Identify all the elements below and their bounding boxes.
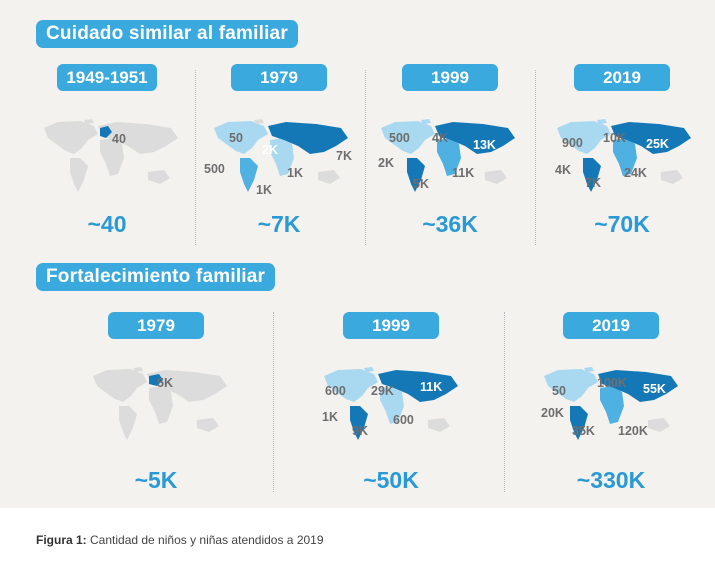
divider [365, 70, 366, 245]
map-label: 5K [157, 376, 173, 390]
divider [535, 70, 536, 245]
world-map-1979 [214, 119, 348, 192]
map-label: 2K [262, 143, 278, 157]
year-badge-1999: 1999 [343, 312, 439, 339]
map-label: 29K [371, 384, 394, 398]
world-map-2019 [557, 119, 691, 192]
map-label: 4K [432, 131, 448, 145]
world-map-1999-strengthening [324, 367, 458, 440]
map-label: 1K [322, 410, 338, 424]
year-badge-2019: 2019 [574, 64, 670, 91]
map-label: 4K [555, 163, 571, 177]
map-label: 35K [572, 424, 595, 438]
map-label: 20K [541, 406, 564, 420]
year-badge-2019: 2019 [563, 312, 659, 339]
total-value: ~70K [594, 211, 650, 237]
map-label: 50 [229, 131, 243, 145]
total-value: ~40 [87, 211, 127, 237]
total-value: ~330K [576, 467, 646, 493]
map-label: 500 [389, 131, 410, 145]
map-label: 600 [325, 384, 346, 398]
map-label: 9K [352, 424, 368, 438]
divider [195, 70, 196, 245]
infographic-panel: Cuidado similar al familiar 1949-1951 40… [0, 0, 715, 508]
map-label: 7K [336, 149, 352, 163]
section-title-family-strengthening: Fortalecimiento familiar [36, 263, 276, 291]
map-label: 50 [552, 384, 566, 398]
map-label: 25K [646, 137, 669, 151]
map-label: 13K [473, 138, 496, 152]
map-label: 55K [643, 382, 666, 396]
world-map-1979-strengthening [93, 367, 227, 440]
map-label: 24K [624, 166, 647, 180]
map-label: 100K [597, 376, 627, 390]
world-map-1949 [44, 119, 178, 192]
year-badge-1949-1951: 1949-1951 [57, 64, 157, 91]
caption-text: Cantidad de niños y niñas atendidos a 20… [86, 533, 324, 547]
figure-caption: Figura 1: Cantidad de niños y niñas aten… [36, 533, 324, 547]
total-value: ~7K [257, 211, 301, 237]
map-label: 1K [256, 183, 272, 197]
map-label: 900 [562, 136, 583, 150]
section-title-family-like-care: Cuidado similar al familiar [36, 20, 298, 48]
total-value: ~36K [422, 211, 478, 237]
divider [504, 312, 505, 492]
map-label: 7K [585, 176, 601, 190]
map-label: 1K [287, 166, 303, 180]
map-label: 11K [420, 380, 443, 394]
map-label: 10K [603, 131, 626, 145]
caption-label: Figura 1: [36, 533, 87, 547]
world-map-1999 [381, 119, 515, 192]
map-label: 5K [413, 177, 429, 191]
divider [273, 312, 274, 492]
year-badge-1979: 1979 [108, 312, 204, 339]
map-label: 40 [112, 132, 126, 146]
map-label: 120K [618, 424, 648, 438]
map-label: 600 [393, 413, 414, 427]
total-value: ~50K [363, 467, 419, 493]
map-label: 11K [452, 166, 475, 180]
year-badge-1999: 1999 [402, 64, 498, 91]
map-label: 500 [204, 162, 225, 176]
total-value: ~5K [134, 467, 178, 493]
year-badge-1979: 1979 [231, 64, 327, 91]
world-map-2019-strengthening [544, 367, 678, 440]
map-label: 2K [378, 156, 394, 170]
